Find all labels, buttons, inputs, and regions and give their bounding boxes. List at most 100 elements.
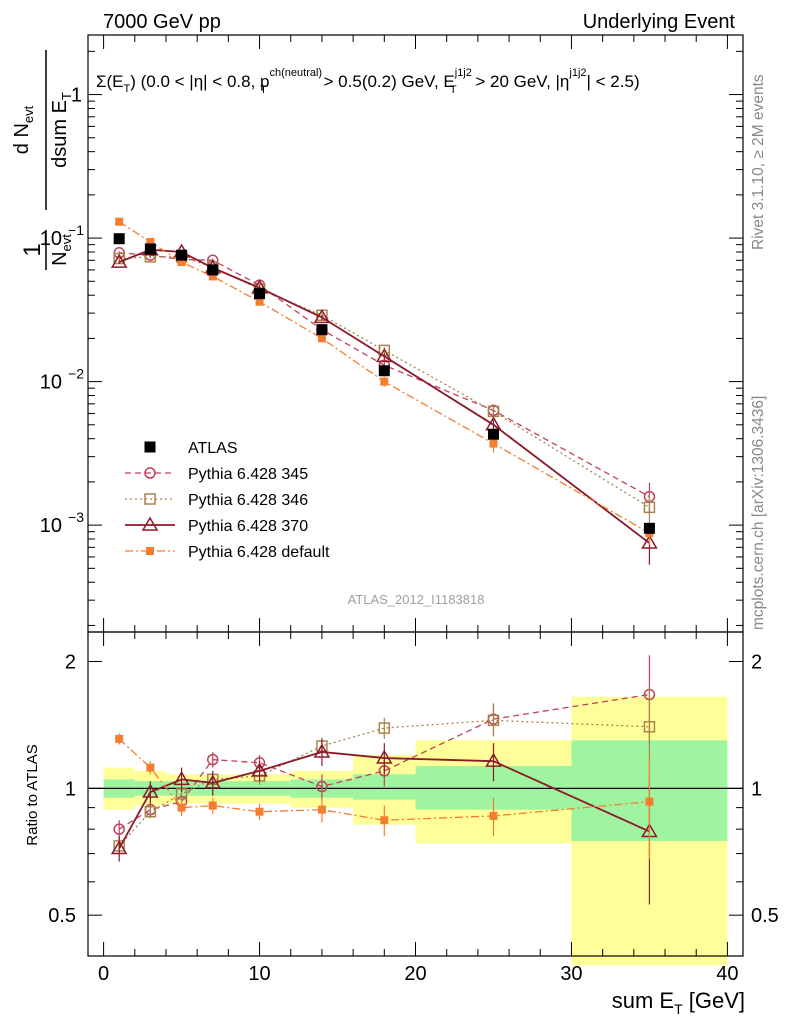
ratio-series-2 bbox=[110, 738, 658, 905]
ratio-point bbox=[378, 722, 391, 734]
data-point bbox=[643, 522, 655, 534]
ratio-y-tick-label-right: 0.5 bbox=[751, 905, 779, 927]
main-series-3 bbox=[110, 241, 658, 565]
main-y-tick-label-exp: −1 bbox=[68, 222, 84, 238]
legend: ATLAS Pythia 6.428 345 Pythia 6.428 346 Pyt… bbox=[125, 440, 330, 561]
side-text-rivet: Rivet 3.1.10, ≥ 2M events bbox=[750, 74, 767, 250]
ratio-point bbox=[207, 753, 219, 766]
legend-label: Pythia 6.428 345 bbox=[188, 466, 308, 483]
main-y-tick-label: 10 bbox=[40, 228, 62, 250]
ratio-point bbox=[142, 783, 159, 798]
data-point bbox=[255, 297, 264, 306]
data-point bbox=[113, 233, 125, 245]
ratio-point bbox=[113, 823, 125, 835]
x-tick-label: 40 bbox=[716, 963, 738, 985]
main-y-tick-label-exp: −2 bbox=[68, 366, 84, 382]
ratio-point bbox=[115, 734, 124, 743]
data-point bbox=[376, 347, 393, 363]
legend-label: Pythia 6.428 default bbox=[188, 544, 330, 561]
data-point bbox=[378, 365, 390, 377]
ratio-point bbox=[643, 721, 656, 733]
ratio-point bbox=[204, 774, 222, 789]
ratio-y-tick-label-right: 1 bbox=[751, 778, 762, 800]
legend-entry: ATLAS bbox=[144, 440, 238, 457]
ratio-point bbox=[376, 749, 393, 764]
svg-text:dsum ET: dsum ET bbox=[49, 92, 74, 168]
main-y-tick-label: 1 bbox=[71, 85, 82, 107]
ratio-point bbox=[380, 816, 389, 825]
analysis-watermark: ATLAS_2012_I1183818 bbox=[348, 592, 485, 607]
header-right: Underlying Event bbox=[583, 11, 736, 33]
ratio-y-tick-label: 2 bbox=[65, 652, 76, 674]
axes-ticks: 1 10 −1 10 −2 10 −3 0 10 20 30 40 0.5 0.5 1 1 2 2 bbox=[40, 35, 779, 985]
data-point bbox=[110, 253, 128, 268]
main-y-tick-label-exp: −3 bbox=[68, 509, 84, 525]
data-point bbox=[177, 258, 186, 267]
legend-marker bbox=[146, 547, 154, 555]
ratio-point bbox=[255, 807, 264, 816]
ratio-point bbox=[177, 803, 186, 812]
x-tick-label: 0 bbox=[98, 963, 109, 985]
legend-marker bbox=[144, 493, 156, 505]
ratio-panel-frame bbox=[87, 631, 744, 957]
ratio-series-3 bbox=[115, 733, 654, 859]
ratio-point bbox=[144, 805, 157, 818]
x-tick-label: 10 bbox=[248, 963, 270, 985]
data-point bbox=[207, 264, 219, 276]
x-axis-label: sum ET [GeV] bbox=[612, 988, 745, 1017]
main-y-tick-label: 10 bbox=[40, 515, 62, 537]
x-tick-label: 30 bbox=[560, 963, 582, 985]
legend-entry: Pythia 6.428 370 bbox=[125, 516, 308, 535]
ratio-y-label: Ratio to ATLAS bbox=[24, 744, 41, 845]
data-point bbox=[641, 534, 658, 549]
ratio-point bbox=[208, 801, 217, 810]
ratio-y-tick-label-right: 2 bbox=[751, 652, 762, 674]
data-point bbox=[115, 217, 124, 226]
ratio-point bbox=[251, 762, 268, 777]
data-point bbox=[317, 334, 326, 343]
ratio-point bbox=[487, 714, 500, 727]
legend-marker bbox=[144, 467, 156, 479]
main-title: Σ(ET) (0.0 < |η| < 0.8, pch(neutral) T > … bbox=[96, 67, 640, 96]
ratio-line bbox=[118, 719, 650, 847]
x-tick-label: 20 bbox=[404, 963, 426, 985]
legend-marker bbox=[141, 516, 159, 531]
svg-text:d Nevt: d Nevt bbox=[11, 105, 36, 154]
data-point bbox=[313, 308, 331, 324]
main-panel-frame bbox=[87, 34, 744, 633]
data-point bbox=[316, 324, 328, 336]
ratio-point bbox=[317, 805, 326, 814]
data-point bbox=[380, 377, 389, 386]
ratio-point bbox=[316, 780, 328, 793]
data-point bbox=[254, 288, 266, 300]
ratio-point bbox=[173, 770, 190, 786]
legend-label: ATLAS bbox=[188, 440, 238, 457]
main-series bbox=[110, 217, 658, 565]
data-point bbox=[489, 439, 498, 448]
legend-label: Pythia 6.428 370 bbox=[188, 518, 308, 535]
data-point bbox=[487, 428, 499, 440]
main-y-tick-label: 10 bbox=[40, 372, 62, 394]
legend-entry: Pythia 6.428 345 bbox=[125, 466, 308, 483]
data-point bbox=[146, 237, 155, 246]
legend-marker bbox=[144, 441, 156, 453]
ratio-point bbox=[146, 763, 155, 772]
data-point bbox=[144, 243, 156, 255]
ratio-series bbox=[110, 655, 658, 905]
ratio-point bbox=[645, 797, 654, 806]
legend-entry: Pythia 6.428 346 bbox=[125, 492, 308, 509]
main-series-4 bbox=[115, 217, 654, 545]
ratio-y-tick-label: 1 bbox=[65, 778, 76, 800]
side-text-mcplots: mcplots.cern.ch [arXiv:1306.3436] bbox=[750, 396, 767, 630]
ratio-point bbox=[485, 752, 502, 767]
data-point bbox=[643, 501, 656, 514]
main-series-0 bbox=[113, 233, 655, 534]
data-point bbox=[208, 272, 217, 281]
legend-label: Pythia 6.428 346 bbox=[188, 492, 308, 509]
legend-entry: Pythia 6.428 default bbox=[125, 544, 330, 561]
ratio-y-tick-label: 0.5 bbox=[48, 905, 76, 927]
ratio-point bbox=[489, 811, 498, 820]
header-left: 7000 GeV pp bbox=[103, 11, 221, 33]
svg-text:1: 1 bbox=[19, 243, 46, 256]
